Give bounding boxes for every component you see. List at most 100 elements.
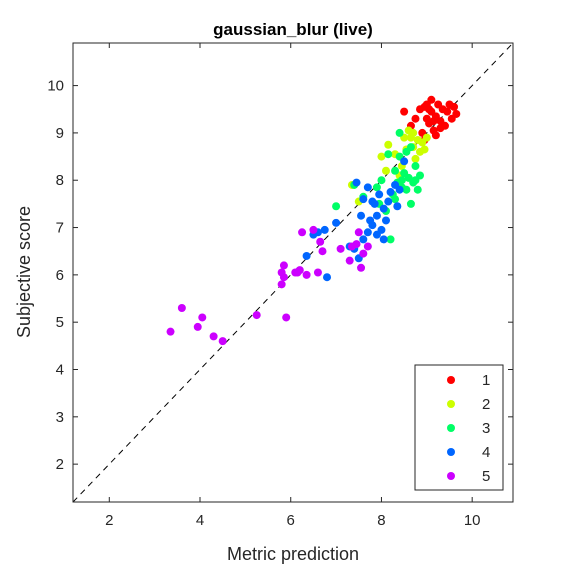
data-point bbox=[302, 251, 311, 260]
y-tick-label: 6 bbox=[56, 267, 64, 284]
data-point bbox=[397, 176, 406, 185]
data-point bbox=[323, 273, 332, 282]
data-point bbox=[193, 322, 202, 331]
data-point bbox=[218, 337, 227, 346]
data-point bbox=[177, 303, 186, 312]
data-point bbox=[386, 235, 395, 244]
x-tick-label: 2 bbox=[105, 512, 113, 529]
data-point bbox=[352, 240, 361, 249]
legend-marker bbox=[447, 448, 455, 456]
data-point bbox=[363, 228, 372, 237]
data-point bbox=[166, 327, 175, 336]
data-point bbox=[375, 190, 384, 199]
data-point bbox=[411, 154, 420, 163]
chart-title: gaussian_blur (live) bbox=[213, 20, 373, 39]
data-point bbox=[293, 268, 302, 277]
data-point bbox=[332, 218, 341, 227]
data-point bbox=[277, 280, 286, 289]
data-point bbox=[391, 166, 400, 175]
y-tick-label: 7 bbox=[56, 220, 64, 237]
x-axis-title: Metric prediction bbox=[227, 544, 359, 564]
data-point bbox=[411, 162, 420, 171]
data-point bbox=[402, 185, 411, 194]
data-point bbox=[431, 131, 440, 140]
data-point bbox=[372, 211, 381, 220]
data-point bbox=[411, 114, 420, 123]
data-point bbox=[298, 228, 307, 237]
data-point bbox=[436, 124, 445, 133]
y-axis-title: Subjective score bbox=[14, 206, 34, 338]
data-point bbox=[420, 145, 429, 154]
data-point bbox=[377, 176, 386, 185]
data-point bbox=[352, 178, 361, 187]
legend-marker bbox=[447, 424, 455, 432]
x-tick-label: 6 bbox=[287, 512, 295, 529]
data-point bbox=[357, 263, 366, 272]
data-point bbox=[309, 225, 318, 234]
legend-marker bbox=[447, 376, 455, 384]
data-point bbox=[393, 202, 402, 211]
legend-label: 2 bbox=[482, 396, 490, 413]
data-point bbox=[320, 225, 329, 234]
data-point bbox=[336, 244, 345, 253]
data-point bbox=[381, 166, 390, 175]
data-point bbox=[368, 221, 377, 230]
legend-item-4: 4 bbox=[447, 444, 490, 461]
legend-label: 1 bbox=[482, 372, 490, 389]
data-point bbox=[422, 133, 431, 142]
y-tick-label: 10 bbox=[47, 78, 64, 95]
data-point bbox=[427, 95, 436, 104]
data-point bbox=[381, 216, 390, 225]
series-5-points bbox=[166, 225, 372, 346]
data-point bbox=[395, 128, 404, 137]
legend-marker bbox=[447, 472, 455, 480]
axes-frame bbox=[72, 42, 514, 503]
legend-item-1: 1 bbox=[447, 372, 490, 389]
data-point bbox=[450, 102, 459, 111]
data-point bbox=[332, 202, 341, 211]
data-point bbox=[279, 261, 288, 270]
legend-label: 4 bbox=[482, 444, 490, 461]
x-tick-label: 4 bbox=[196, 512, 204, 529]
data-point bbox=[359, 235, 368, 244]
legend-box bbox=[414, 364, 504, 491]
data-point bbox=[400, 107, 409, 116]
legend-label: 5 bbox=[482, 468, 490, 485]
y-tick-label: 9 bbox=[56, 125, 64, 142]
series-1-points bbox=[400, 95, 461, 145]
legend-item-5: 5 bbox=[447, 468, 490, 485]
data-point bbox=[316, 237, 325, 246]
axis-ticks: 2 4 6 8 10 2 3 4 5 6 7 8 9 10 bbox=[47, 43, 513, 529]
legend: 1 2 3 4 5 bbox=[414, 364, 504, 491]
data-point bbox=[368, 197, 377, 206]
data-point bbox=[379, 204, 388, 213]
data-point bbox=[252, 311, 261, 320]
data-point bbox=[384, 140, 393, 149]
data-point bbox=[363, 183, 372, 192]
data-point bbox=[406, 143, 415, 152]
legend-marker bbox=[447, 400, 455, 408]
data-point bbox=[452, 109, 461, 118]
legend-label: 3 bbox=[482, 420, 490, 437]
y-tick-label: 4 bbox=[56, 362, 64, 379]
data-point bbox=[379, 235, 388, 244]
data-point bbox=[302, 270, 311, 279]
data-point bbox=[359, 195, 368, 204]
y-tick-label: 8 bbox=[56, 172, 64, 189]
data-point bbox=[354, 228, 363, 237]
data-point bbox=[282, 313, 291, 322]
data-point bbox=[372, 230, 381, 239]
data-point bbox=[443, 107, 452, 116]
data-point bbox=[377, 152, 386, 161]
y-tick-label: 2 bbox=[56, 456, 64, 473]
data-point bbox=[359, 249, 368, 258]
data-point bbox=[391, 195, 400, 204]
data-point bbox=[345, 256, 354, 265]
x-tick-label: 10 bbox=[464, 512, 481, 529]
data-point bbox=[198, 313, 207, 322]
y-tick-label: 3 bbox=[56, 409, 64, 426]
data-point bbox=[279, 273, 288, 282]
data-point bbox=[429, 117, 438, 126]
data-point bbox=[409, 128, 418, 137]
